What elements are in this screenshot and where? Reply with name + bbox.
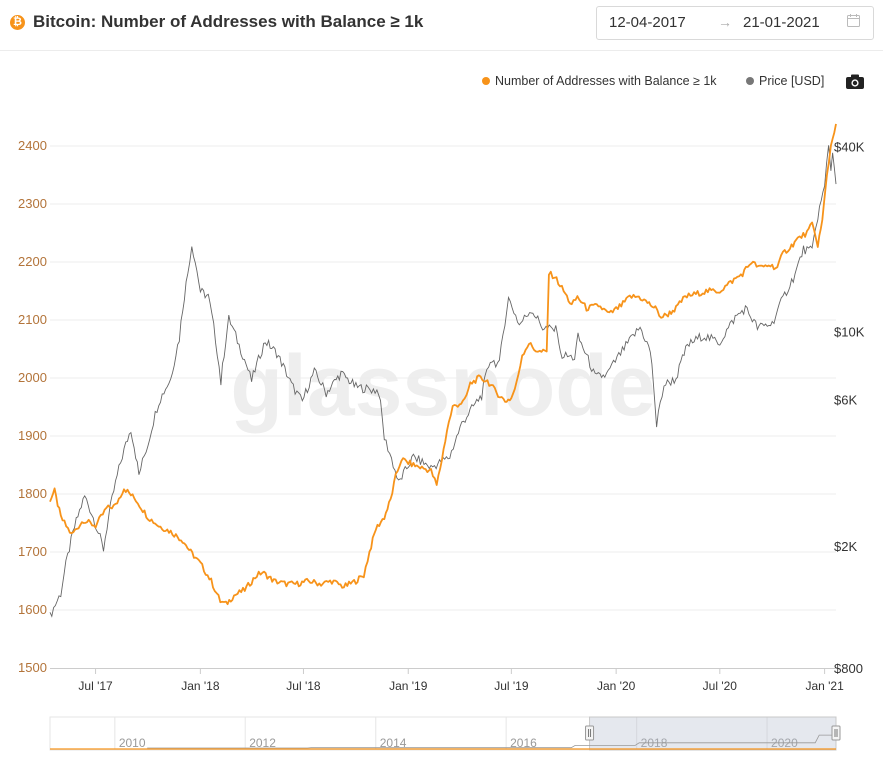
- start-date-input[interactable]: 12-04-2017: [609, 14, 686, 31]
- left-axis-tick-label: 2200: [18, 254, 47, 269]
- left-axis-tick-label: 1500: [18, 660, 47, 675]
- navigator-year-label: 2016: [510, 736, 537, 750]
- navigator-year-label: 2012: [249, 736, 276, 750]
- legend-label-price: Price [USD]: [759, 74, 825, 88]
- navigator-year-label: 2020: [771, 736, 798, 750]
- navigator-handle-left[interactable]: [585, 725, 595, 741]
- right-axis-tick-label: $10K: [834, 324, 865, 339]
- left-axis-tick-label: 1900: [18, 428, 47, 443]
- left-axis: 1500 1600 1700 1800 1900 2000 2100 2200 2300 2400: [18, 138, 47, 675]
- gridlines: [50, 145, 836, 611]
- right-axis-tick-label: $2K: [834, 539, 857, 554]
- x-axis-tick-label: Jul '19: [494, 679, 529, 693]
- left-axis-tick-label: 1700: [18, 544, 47, 559]
- arrow-right-icon: →: [718, 14, 732, 30]
- x-axis-tick-label: Jul '18: [286, 679, 321, 693]
- series-lines: [49, 123, 837, 618]
- right-axis: $800 $2K $6K $10K $40K: [834, 140, 865, 676]
- x-axis-tick-label: Jan '20: [597, 679, 636, 693]
- left-axis-tick-label: 2400: [18, 138, 47, 153]
- legend-swatch-price: [746, 76, 754, 85]
- chart-header: ₿ Bitcoin: Number of Addresses with Bala…: [0, 0, 883, 51]
- left-axis-tick-label: 1600: [18, 602, 47, 617]
- addresses-series-line: [49, 123, 837, 606]
- navigator-handle-right[interactable]: [831, 725, 841, 741]
- left-axis-tick-label: 2000: [18, 370, 47, 385]
- navigator-frame: [49, 716, 837, 751]
- navigator-year-label: 2018: [641, 736, 668, 750]
- x-axis: Jul '17 Jan '18 Jul '18 Jan '19 Jul '19 Jan '…: [50, 668, 844, 693]
- navigator-series-line: [147, 734, 836, 749]
- legend-item-price[interactable]: Price [USD]: [746, 74, 824, 88]
- date-range-picker[interactable]: 12-04-2017 → 21-01-2021: [596, 6, 874, 40]
- navigator[interactable]: 2010 2012 2014 2016 2018 2020: [49, 716, 841, 751]
- navigator-year-label: 2010: [119, 736, 146, 750]
- right-axis-tick-label: $800: [834, 661, 863, 676]
- calendar-icon[interactable]: [847, 14, 860, 27]
- watermark: glassnode: [230, 338, 655, 434]
- legend-swatch-addresses: [482, 76, 490, 85]
- legend-item-addresses[interactable]: Number of Addresses with Balance ≥ 1k: [482, 74, 717, 88]
- legend-label-addresses: Number of Addresses with Balance ≥ 1k: [495, 74, 717, 88]
- left-axis-tick-label: 2300: [18, 196, 47, 211]
- x-axis-tick-label: Jan '21: [805, 679, 844, 693]
- x-axis-tick-label: Jan '19: [389, 679, 428, 693]
- price-series-line: [49, 145, 837, 618]
- camera-icon[interactable]: [846, 74, 864, 89]
- end-date-input[interactable]: 21-01-2021: [743, 14, 820, 31]
- x-axis-tick-label: Jan '18: [181, 679, 220, 693]
- right-axis-tick-label: $6K: [834, 393, 857, 408]
- left-axis-tick-label: 1800: [18, 486, 47, 501]
- x-axis-tick-label: Jul '17: [78, 679, 113, 693]
- chart-title: Bitcoin: Number of Addresses with Balanc…: [33, 12, 424, 31]
- right-axis-tick-label: $40K: [834, 140, 865, 155]
- x-axis-tick-label: Jul '20: [703, 679, 738, 693]
- left-axis-tick-label: 2100: [18, 312, 47, 327]
- bitcoin-icon: ₿: [10, 15, 25, 30]
- navigator-selection: [589, 716, 837, 751]
- navigator-year-label: 2014: [380, 736, 407, 750]
